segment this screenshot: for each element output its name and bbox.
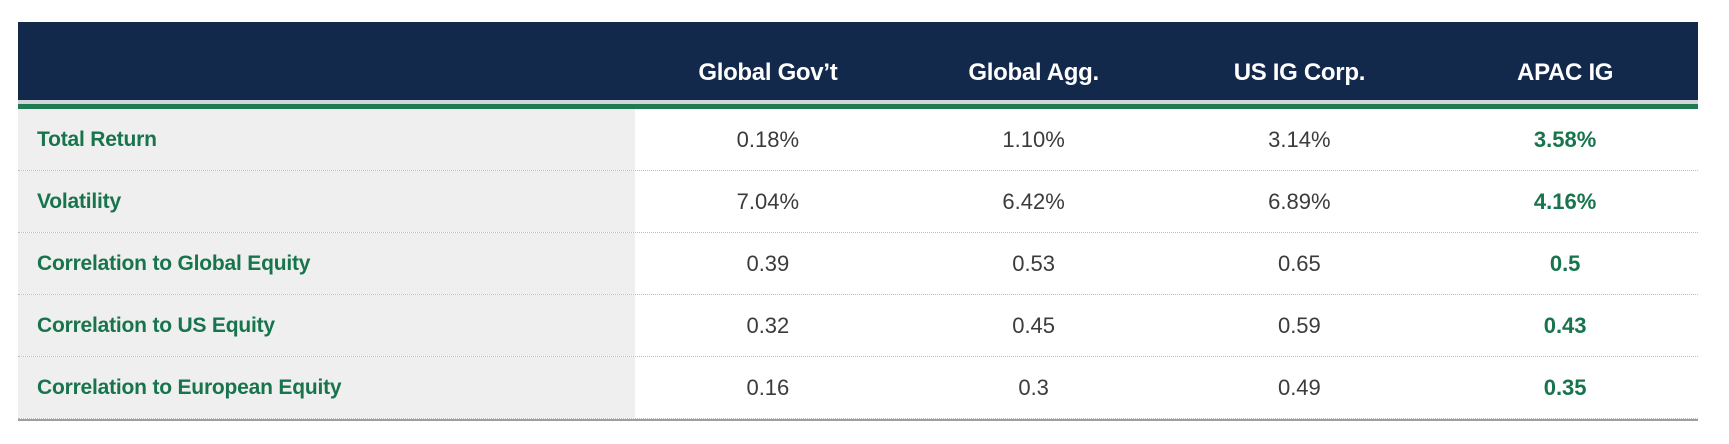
table-row-volatility: Volatility 7.04% 6.42% 6.89% 4.16%	[18, 171, 1698, 233]
value-cell: 0.18%	[736, 126, 800, 152]
comparison-table: Global Gov’t Global Agg. US IG Corp. APA…	[18, 22, 1698, 421]
value-cell-highlight: 0.43	[1543, 312, 1587, 338]
table-row-total-return: Total Return 0.18% 1.10% 3.14% 3.58%	[18, 109, 1698, 171]
value-cell: 6.89%	[1268, 188, 1331, 214]
row-label: Correlation to European Equity	[18, 357, 635, 418]
row-label: Correlation to Global Equity	[18, 233, 635, 294]
value-cell: 6.42%	[1002, 188, 1065, 214]
table-header-row: Global Gov’t Global Agg. US IG Corp. APA…	[18, 22, 1698, 100]
header-gap-strip	[18, 100, 1698, 104]
value-cell-highlight: 0.35	[1543, 374, 1587, 400]
value-cell-highlight: 3.58%	[1533, 126, 1597, 152]
column-header-global-govt: Global Gov’t	[698, 59, 838, 86]
header-accent-line	[18, 104, 1698, 109]
row-label: Total Return	[18, 109, 635, 170]
value-cell: 0.16	[746, 374, 790, 400]
table-bottom-border	[18, 419, 1698, 421]
value-cell-highlight: 4.16%	[1533, 188, 1597, 214]
table-row-correlation-european-equity: Correlation to European Equity 0.16 0.3 …	[18, 357, 1698, 419]
column-header-apac-ig: APAC IG	[1517, 59, 1614, 86]
value-cell: 0.59	[1277, 312, 1321, 338]
row-label: Volatility	[18, 171, 635, 232]
value-cell: 0.65	[1277, 250, 1321, 276]
header-spacer-cell	[18, 22, 635, 100]
table-row-correlation-us-equity: Correlation to US Equity 0.32 0.45 0.59 …	[18, 295, 1698, 357]
value-cell: 0.53	[1012, 250, 1056, 276]
value-cell: 0.49	[1277, 374, 1321, 400]
row-label: Correlation to US Equity	[18, 295, 635, 356]
column-header-global-agg: Global Agg.	[968, 59, 1099, 86]
value-cell: 0.3	[1018, 374, 1049, 400]
column-header-us-ig-corp: US IG Corp.	[1233, 59, 1366, 86]
value-cell: 3.14%	[1268, 126, 1331, 152]
table-row-correlation-global-equity: Correlation to Global Equity 0.39 0.53 0…	[18, 233, 1698, 295]
value-cell: 0.32	[746, 312, 790, 338]
value-cell-highlight: 0.5	[1549, 250, 1581, 276]
value-cell: 7.04%	[736, 188, 800, 214]
value-cell: 0.39	[746, 250, 790, 276]
value-cell: 1.10%	[1002, 126, 1065, 152]
value-cell: 0.45	[1012, 312, 1056, 338]
